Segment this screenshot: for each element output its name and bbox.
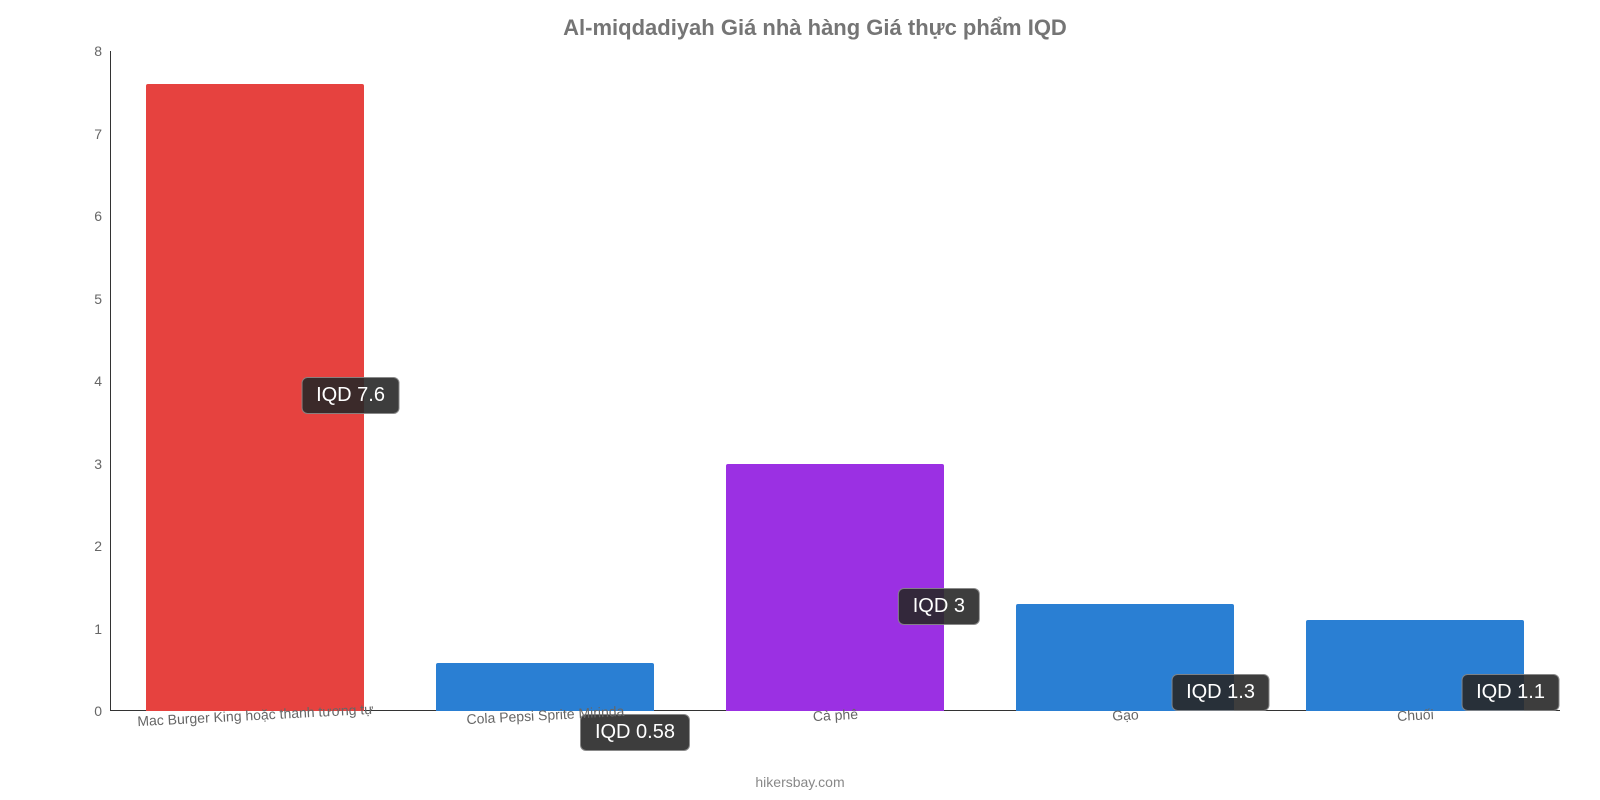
- bar-value-label: IQD 3: [898, 588, 980, 625]
- credit-text: hikersbay.com: [0, 774, 1600, 790]
- x-labels: Mac Burger King hoặc thanh tương tựCola …: [110, 703, 1560, 719]
- y-tick: 0: [94, 703, 102, 719]
- bar-slot: IQD 1.3: [980, 51, 1270, 711]
- y-tick: 3: [94, 456, 102, 472]
- x-axis-label: Mac Burger King hoặc thanh tương tự: [110, 699, 400, 730]
- bar-slot: IQD 7.6: [110, 51, 400, 711]
- price-bar-chart: Al-miqdadiyah Giá nhà hàng Giá thực phẩm…: [0, 0, 1600, 800]
- y-axis: 012345678: [70, 51, 110, 711]
- plot-area: 012345678 IQD 7.6IQD 0.58IQD 3IQD 1.3IQD…: [70, 51, 1560, 711]
- y-tick: 2: [94, 538, 102, 554]
- y-tick: 6: [94, 208, 102, 224]
- y-tick: 8: [94, 43, 102, 59]
- x-axis-label: Gạo: [980, 699, 1270, 730]
- y-tick: 4: [94, 373, 102, 389]
- bars-container: IQD 7.6IQD 0.58 IQD 3IQD 1.3IQD 1.1: [110, 51, 1560, 711]
- bar-value-label: IQD 7.6: [301, 377, 400, 414]
- bar-slot: IQD 1.1: [1270, 51, 1560, 711]
- bar-slot: IQD 0.58: [400, 51, 690, 711]
- chart-title: Al-miqdadiyah Giá nhà hàng Giá thực phẩm…: [70, 15, 1560, 41]
- y-tick: 7: [94, 126, 102, 142]
- y-tick: 1: [94, 621, 102, 637]
- x-axis-label: Cà phê: [690, 699, 980, 730]
- x-axis-label: Chuối: [1270, 699, 1560, 730]
- y-tick: 5: [94, 291, 102, 307]
- bar-slot: IQD 3: [690, 51, 980, 711]
